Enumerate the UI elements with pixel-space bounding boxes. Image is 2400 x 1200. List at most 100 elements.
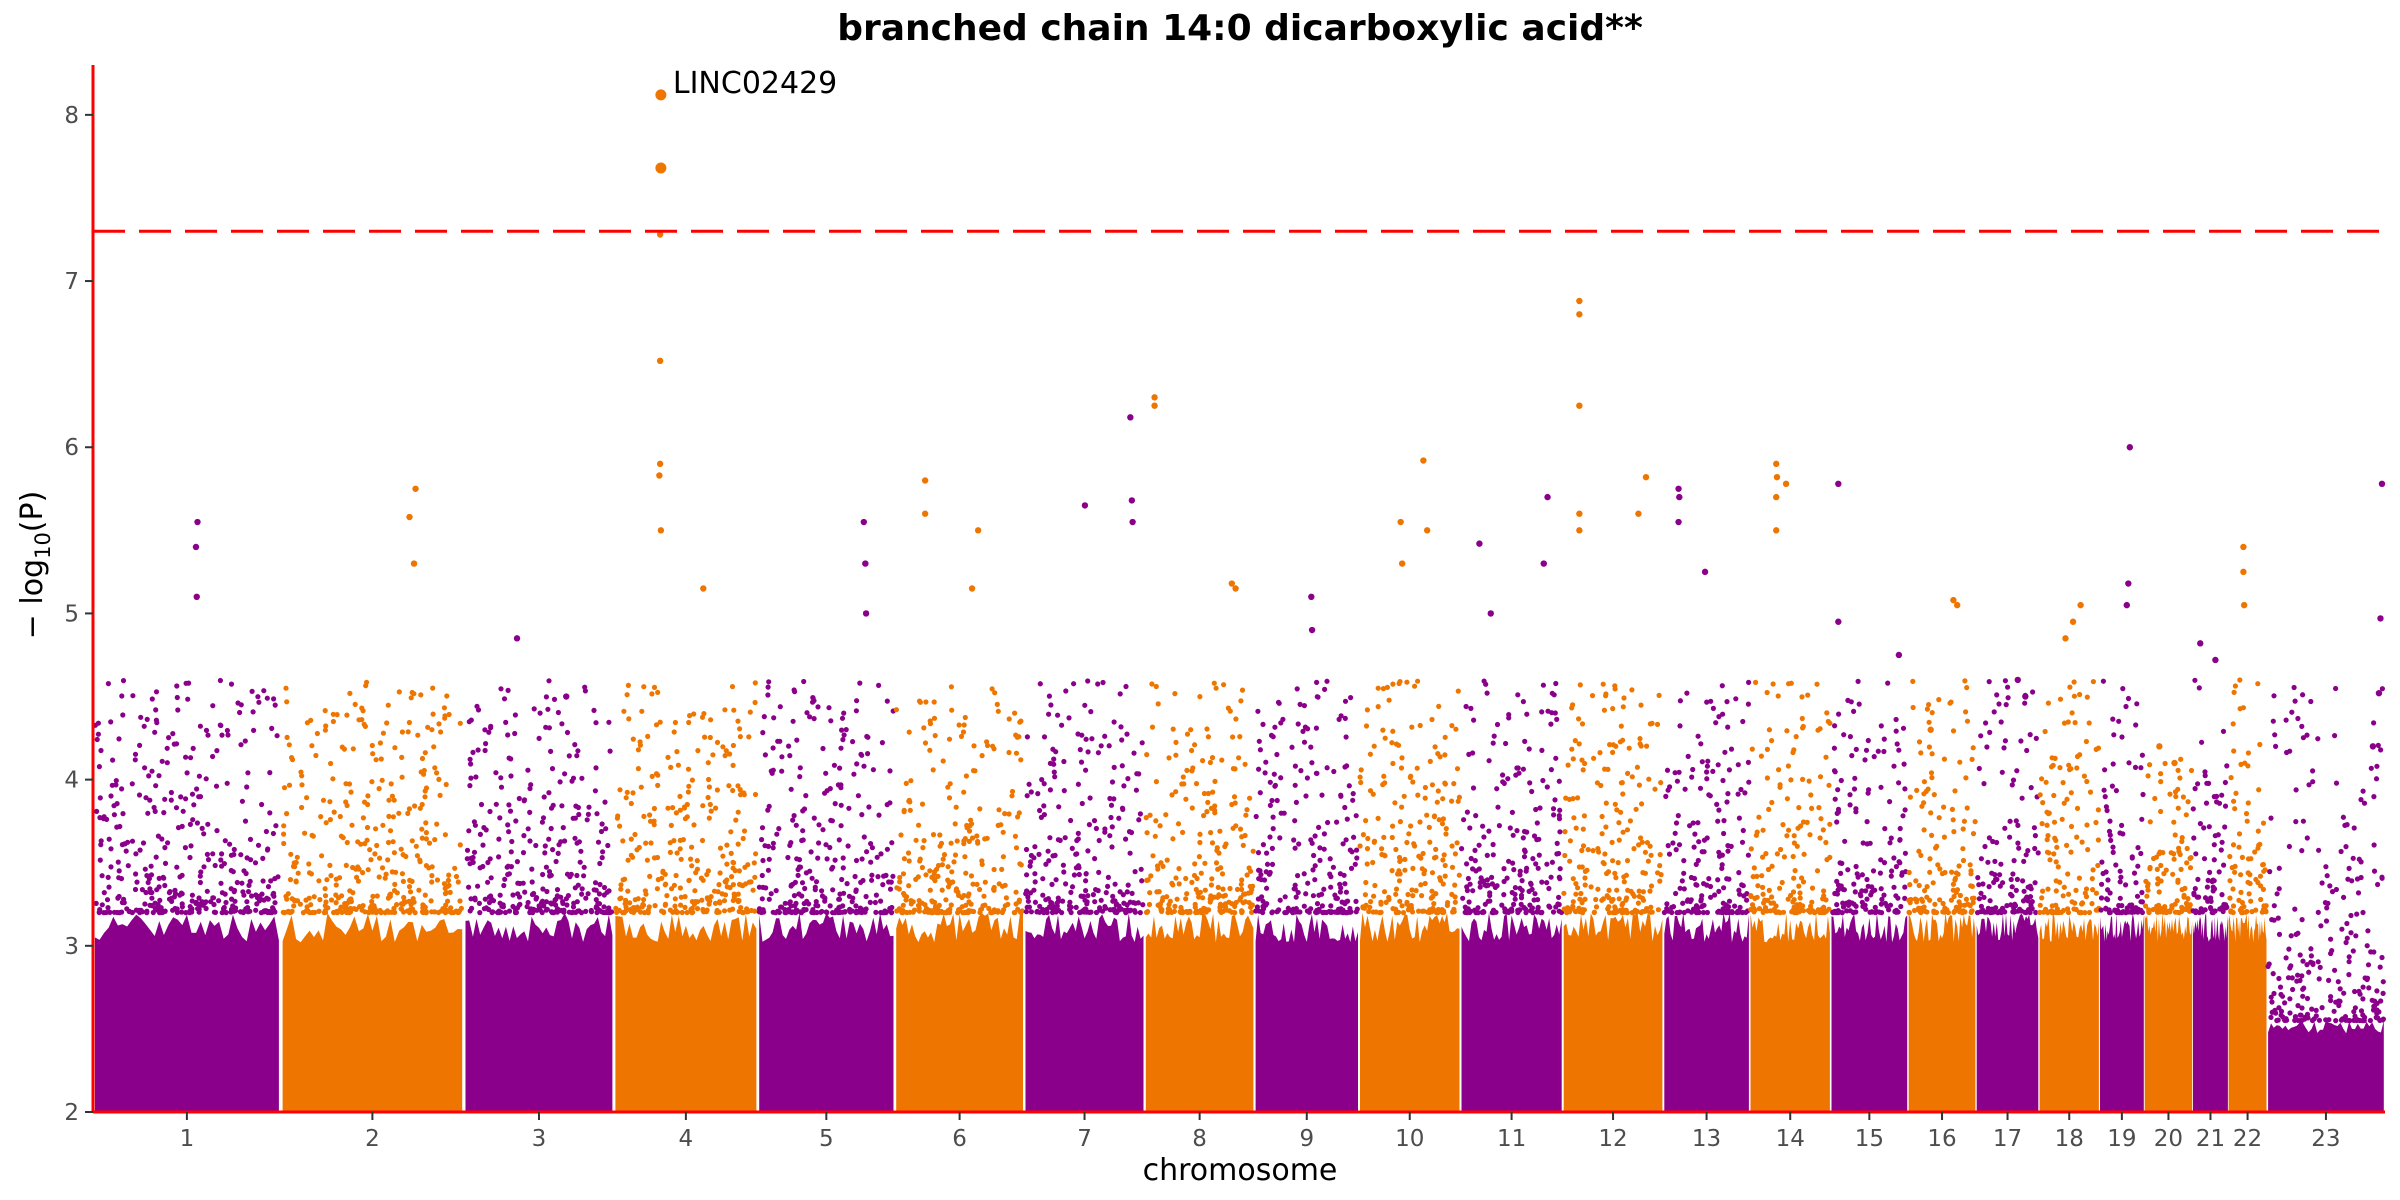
chromosome-18-points	[2037, 678, 2102, 1112]
hit-point	[921, 510, 929, 517]
chromosome-22-scatter	[2227, 677, 2269, 916]
hit-point	[656, 460, 664, 468]
hit-point	[1397, 518, 1404, 526]
hit-point	[1642, 473, 1650, 481]
x-tick-label: 23	[2311, 1126, 2340, 1152]
hit-point	[1423, 527, 1431, 534]
hit-point	[2240, 543, 2247, 551]
x-ticks: 1 2 3 4 5 6 7 8 9 10 11 12 13 14 15 16 17 18 19 20 21 22 23	[180, 1112, 2341, 1152]
chromosome-8-points	[1143, 680, 1256, 1112]
chromosome-4-band	[615, 913, 757, 1112]
hit-point	[1151, 394, 1158, 401]
y-axis-title: − log10(P)	[15, 491, 55, 640]
x-tick-label: 22	[2233, 1126, 2262, 1152]
y-axis-title-tail: (P)	[15, 491, 50, 533]
x-tick-label: 19	[2107, 1126, 2136, 1152]
chromosome-2-band	[282, 913, 463, 1112]
chromosome-6-band	[896, 912, 1023, 1112]
hit-point	[513, 635, 521, 642]
hit-point	[1782, 480, 1790, 487]
chromosome-17-band	[1976, 913, 2039, 1112]
hit-point	[1635, 510, 1642, 517]
x-tick-label: 6	[952, 1126, 967, 1152]
hit-point	[1675, 518, 1682, 526]
hit-point	[2212, 656, 2219, 664]
y-tick-label: 7	[64, 269, 79, 295]
chromosome-1-points	[92, 677, 281, 1112]
y-tick-label: 4	[64, 768, 79, 794]
hit-point	[700, 585, 707, 592]
chromosome-14-scatter	[1748, 679, 1833, 916]
hit-point	[1308, 626, 1316, 634]
chromosome-6-points	[893, 684, 1025, 1112]
hit-point	[657, 527, 665, 534]
x-tick-label: 11	[1497, 1126, 1526, 1152]
x-tick-label: 17	[1993, 1126, 2022, 1152]
chromosome-19-scatter	[2098, 678, 2146, 916]
x-tick-label: 12	[1598, 1126, 1627, 1152]
chromosome-17-points	[1974, 678, 2041, 1112]
y-axis-title-main: − log	[15, 559, 50, 639]
hit-point	[1127, 414, 1134, 421]
chromosome-2-scatter	[280, 679, 464, 916]
hit-point	[1773, 493, 1780, 501]
hit-point	[1081, 502, 1089, 509]
hit-point	[1676, 493, 1683, 501]
chromosome-4-points	[613, 680, 759, 1112]
chromosome-9-scatter	[1253, 678, 1360, 916]
chromosome-13-band	[1664, 912, 1749, 1112]
hit-point	[192, 543, 200, 551]
hit-point	[2240, 601, 2248, 609]
chromosome-17-scatter	[1974, 678, 2041, 916]
y-tick-label: 2	[64, 1100, 79, 1126]
chromosome-5-scatter	[756, 678, 896, 916]
hit-point	[1576, 402, 1583, 409]
hit-point	[1487, 610, 1494, 617]
x-tick-label: 1	[180, 1126, 195, 1152]
hit-point	[1895, 651, 1903, 659]
chromosome-2-points	[280, 679, 464, 1112]
chromosome-5-band	[759, 912, 894, 1112]
x-tick-label: 15	[1855, 1126, 1884, 1152]
hit-point	[2377, 615, 2384, 622]
hit-point	[2069, 618, 2077, 625]
x-tick-label: 18	[2055, 1126, 2084, 1152]
hit-point	[2125, 580, 2132, 587]
chromosome-16-points	[1906, 678, 1978, 1112]
chromosome-21-band	[2193, 913, 2228, 1112]
y-axis-title-sub: 10	[31, 532, 55, 559]
hit-point	[968, 585, 976, 592]
hit-point	[1540, 560, 1547, 567]
hit-point	[406, 513, 413, 521]
hit-point	[1773, 473, 1781, 481]
hit-point	[1576, 297, 1583, 305]
x-tick-label: 10	[1395, 1126, 1424, 1152]
x-tick-label: 9	[1299, 1126, 1314, 1152]
chromosome-23-points	[2265, 684, 2386, 1112]
hit-point	[1773, 460, 1780, 468]
hit-point	[2375, 690, 2383, 697]
hit-point	[655, 89, 667, 101]
y-tick-label: 6	[64, 435, 79, 461]
chromosome-22-band	[2228, 914, 2267, 1112]
hit-point	[1773, 527, 1780, 534]
hit-point	[194, 518, 201, 526]
chromosome-18-band	[2039, 912, 2099, 1112]
hit-point	[410, 560, 418, 567]
x-tick-label: 7	[1077, 1126, 1092, 1152]
hit-point	[2014, 676, 2021, 684]
hit-point	[563, 693, 570, 700]
x-tick-label: 16	[1927, 1126, 1956, 1152]
x-tick-label: 5	[819, 1126, 834, 1152]
hit-point	[974, 527, 982, 534]
chromosome-4-scatter	[613, 680, 759, 916]
chromosome-13-scatter	[1661, 679, 1752, 916]
chromosome-19-points	[2098, 678, 2146, 1112]
hit-point	[1835, 618, 1842, 625]
hit-point	[2369, 743, 2377, 750]
hit-point	[1927, 726, 1934, 733]
chromosome-20-band	[2144, 912, 2193, 1112]
hit-point	[1576, 527, 1583, 534]
hit-point	[412, 485, 419, 492]
